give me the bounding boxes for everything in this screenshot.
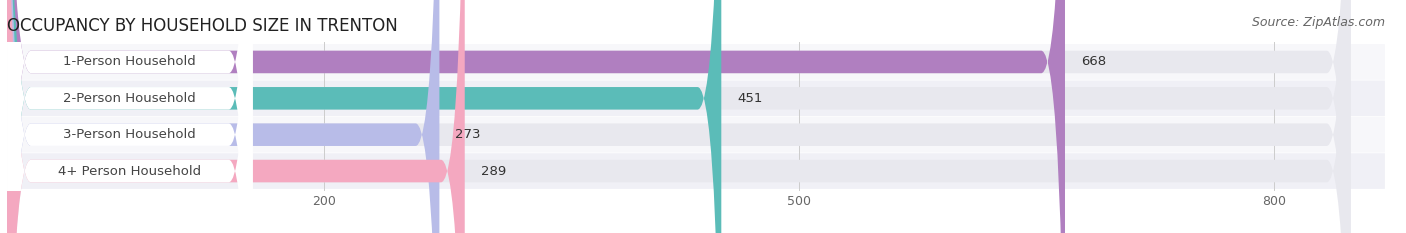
Text: 2-Person Household: 2-Person Household — [63, 92, 197, 105]
FancyBboxPatch shape — [7, 0, 253, 233]
FancyBboxPatch shape — [7, 80, 1385, 116]
FancyBboxPatch shape — [7, 0, 465, 233]
FancyBboxPatch shape — [7, 0, 1350, 233]
Text: 4+ Person Household: 4+ Person Household — [58, 164, 201, 178]
Text: 273: 273 — [456, 128, 481, 141]
FancyBboxPatch shape — [7, 0, 1350, 233]
FancyBboxPatch shape — [7, 0, 1064, 233]
Text: Source: ZipAtlas.com: Source: ZipAtlas.com — [1251, 16, 1385, 29]
Text: OCCUPANCY BY HOUSEHOLD SIZE IN TRENTON: OCCUPANCY BY HOUSEHOLD SIZE IN TRENTON — [7, 17, 398, 35]
FancyBboxPatch shape — [7, 117, 1385, 153]
Text: 3-Person Household: 3-Person Household — [63, 128, 197, 141]
FancyBboxPatch shape — [7, 0, 253, 233]
FancyBboxPatch shape — [7, 0, 440, 233]
Text: 668: 668 — [1081, 55, 1107, 69]
FancyBboxPatch shape — [7, 153, 1385, 189]
Text: 451: 451 — [737, 92, 762, 105]
FancyBboxPatch shape — [7, 0, 253, 233]
FancyBboxPatch shape — [7, 0, 721, 233]
FancyBboxPatch shape — [7, 0, 1350, 233]
FancyBboxPatch shape — [7, 0, 1350, 233]
FancyBboxPatch shape — [7, 0, 253, 233]
FancyBboxPatch shape — [7, 44, 1385, 80]
Text: 1-Person Household: 1-Person Household — [63, 55, 197, 69]
Text: 289: 289 — [481, 164, 506, 178]
